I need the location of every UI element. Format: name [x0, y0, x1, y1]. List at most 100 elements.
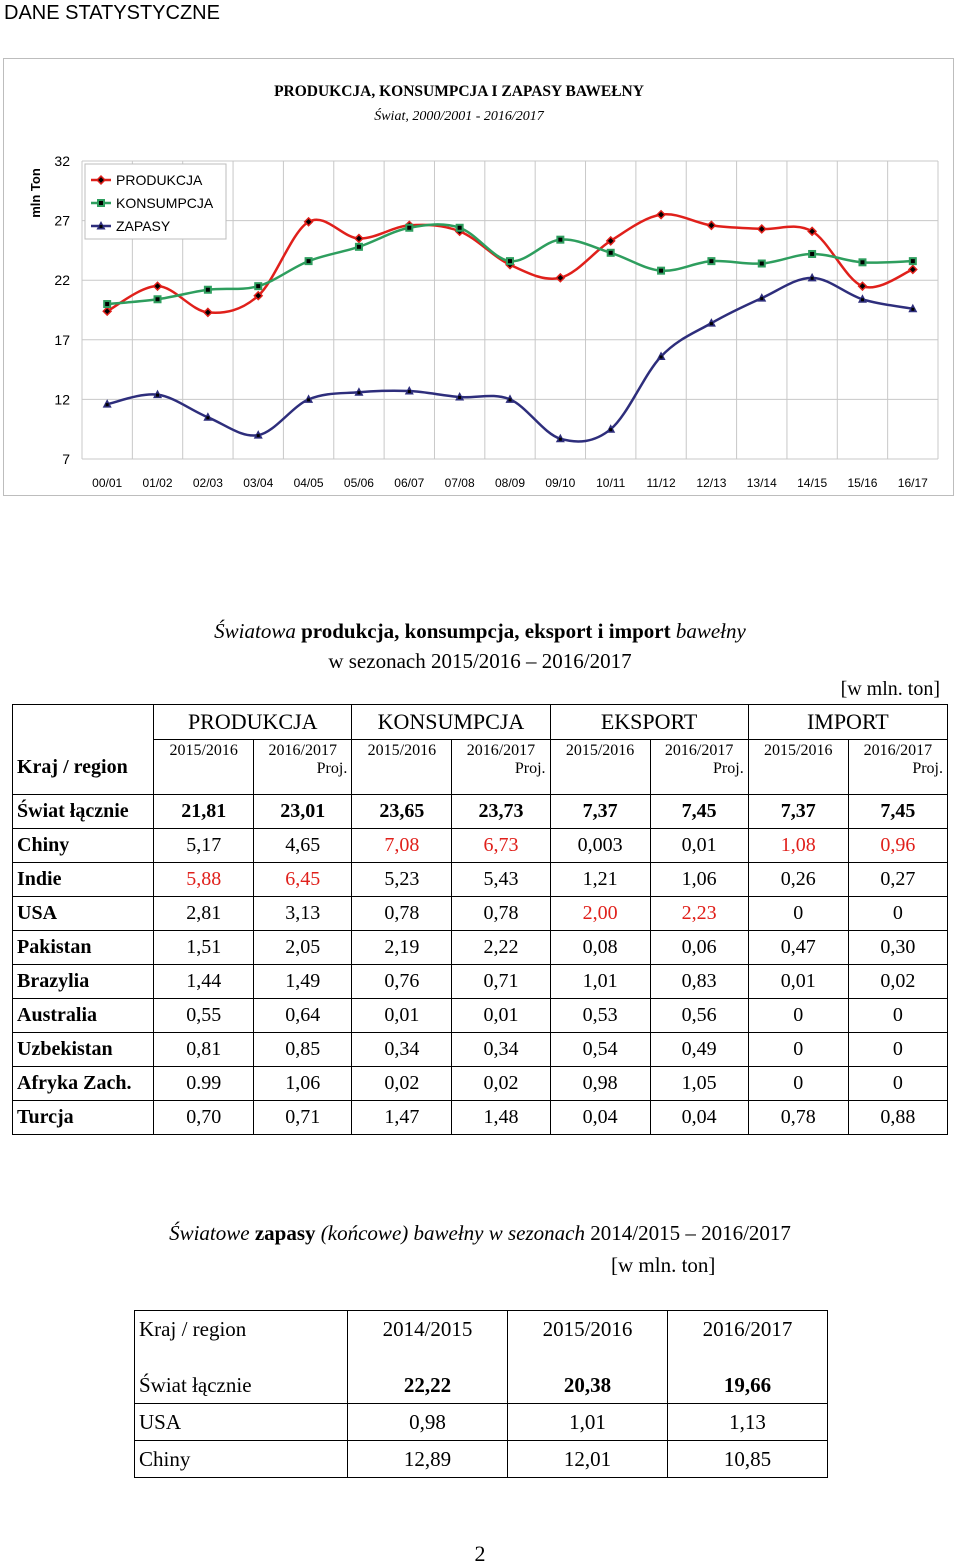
table-cell: 0,71 — [451, 964, 551, 999]
table-cell: 7,37 — [549, 794, 651, 829]
table-cell: 0,34 — [351, 1032, 453, 1067]
legend-label: ZAPASY — [116, 218, 171, 234]
table-cell: 23,73 — [451, 794, 551, 829]
region-name: Uzbekistan — [11, 1032, 155, 1067]
table-cell: 1,01 — [507, 1403, 668, 1441]
season-header: 2015/2016 — [549, 739, 651, 795]
table-cell: 0 — [847, 1066, 949, 1101]
point-konsumpcja-core — [558, 237, 563, 242]
point-produkcja-core — [104, 308, 111, 315]
legend-marker-core — [99, 225, 103, 228]
x-tick-label: 01/02 — [143, 476, 173, 490]
region-name: USA — [134, 1403, 348, 1441]
table-cell: 1,51 — [153, 930, 255, 965]
table-cell: 5,88 — [153, 862, 255, 897]
table-cell: 1,01 — [549, 964, 651, 999]
projection-label: Proj. — [514, 760, 546, 777]
region-name: Pakistan — [11, 930, 155, 965]
projection-label: Proj. — [316, 760, 348, 777]
table-cell: 0,98 — [347, 1403, 508, 1441]
table-cell: 0,26 — [747, 862, 849, 897]
point-produkcja-core — [859, 283, 866, 289]
table-cell: 0,78 — [351, 896, 453, 931]
chart-legend: PRODUKCJA KONSUMPCJA ZAPASY — [84, 163, 227, 240]
table-cell: 1,13 — [667, 1403, 828, 1441]
table2-stocks: Kraj / region 2014/2015 2015/2016 2016/2017… — [134, 1310, 828, 1478]
table-cell: 0 — [747, 1066, 849, 1101]
table-cell: 0 — [747, 1032, 849, 1067]
table2-title-part-3: (końcowe) bawełny w sezonach — [315, 1221, 585, 1245]
table-cell: 1,44 — [153, 964, 255, 999]
table-cell: 1,06 — [649, 862, 749, 897]
column-header: Kraj / region — [134, 1310, 348, 1347]
page-number: 2 — [474, 1541, 486, 1566]
table-cell: 19,66 — [667, 1367, 828, 1404]
x-tick-label: 10/11 — [596, 476, 625, 490]
point-konsumpcja-core — [910, 259, 915, 264]
point-konsumpcja-core — [256, 284, 261, 289]
chart-panel: PRODUKCJA, KONSUMPCJA I ZAPASY BAWEŁNY Ś… — [3, 58, 954, 496]
y-tick-label: 22 — [54, 272, 70, 288]
point-konsumpcja-core — [659, 268, 664, 273]
table-cell: 0,54 — [549, 1032, 651, 1067]
x-tick-label: 13/14 — [747, 476, 777, 490]
group-header-produkcja: PRODUKCJA — [153, 704, 353, 740]
point-konsumpcja-core — [759, 261, 764, 266]
projection-label: Proj. — [912, 760, 943, 777]
table-cell: 0 — [747, 998, 849, 1033]
x-tick-label: 15/16 — [847, 476, 877, 490]
point-konsumpcja-core — [860, 260, 865, 265]
point-zapasy-core — [407, 390, 411, 394]
point-zapasy-core — [709, 322, 713, 326]
table-cell: 2,23 — [649, 896, 749, 931]
table1-title: Światowa produkcja, konsumpcja, eksport … — [0, 617, 960, 645]
table-cell: 0,81 — [153, 1032, 255, 1067]
table2-spacer-row — [134, 1347, 828, 1367]
table-cell: 0,02 — [451, 1066, 551, 1101]
table-cell: 0 — [847, 1032, 949, 1067]
region-name: Brazylia — [11, 964, 155, 999]
table-cell: 0,27 — [847, 862, 949, 897]
table-cell: 0,64 — [253, 998, 353, 1033]
table-cell: 20,38 — [507, 1367, 668, 1404]
table2-header-row: Kraj / region 2014/2015 2015/2016 2016/2017 — [134, 1310, 828, 1347]
point-produkcja-core — [356, 235, 362, 242]
table-row: Świat łącznie 22,22 20,38 19,66 — [134, 1367, 828, 1404]
table-cell: 0,30 — [847, 930, 949, 965]
series-lines — [102, 209, 918, 443]
x-tick-label: 02/03 — [193, 476, 223, 490]
group-header-import: IMPORT — [747, 704, 949, 740]
season-label: 2015/2016 — [367, 742, 437, 759]
point-konsumpcja-core — [457, 225, 462, 230]
season-label: 2016/2017 — [268, 742, 337, 759]
table-row: Chiny 12,89 12,01 10,85 — [134, 1440, 828, 1478]
point-konsumpcja-core — [709, 259, 714, 264]
spacer-cell — [347, 1347, 508, 1367]
column-header: 2015/2016 — [507, 1310, 668, 1347]
table-cell: 0.99 — [153, 1066, 255, 1101]
table-cell: 0,56 — [649, 998, 749, 1033]
table-cell: 22,22 — [347, 1367, 508, 1404]
group-header-eksport: EKSPORT — [549, 704, 749, 740]
table-cell: 0,003 — [549, 828, 651, 863]
table-row: Uzbekistan 0,81 0,85 0,34 0,34 0,54 0,49 0 0 — [11, 1032, 949, 1067]
table-cell: 0,96 — [847, 828, 949, 863]
table-cell: 7,08 — [351, 828, 453, 863]
y-tick-label: 32 — [54, 153, 70, 169]
season-label: 2015/2016 — [764, 742, 833, 759]
spacer-cell — [134, 1347, 348, 1367]
table-cell: 6,73 — [451, 828, 551, 863]
season-header-projection: 2016/2017 Proj. — [649, 739, 749, 795]
table1-corner — [11, 704, 155, 740]
chart-title: PRODUKCJA, KONSUMPCJA I ZAPASY BAWEŁNY — [274, 83, 644, 100]
point-zapasy-core — [256, 434, 260, 438]
table1-title-part-3: bawełny — [675, 619, 746, 643]
table-cell: 0,85 — [253, 1032, 353, 1067]
point-zapasy-core — [860, 298, 864, 302]
table-cell: 3,13 — [253, 896, 353, 931]
table-cell: 0,78 — [451, 896, 551, 931]
table-cell: 0,01 — [747, 964, 849, 999]
table2-unit: [w mln. ton] — [611, 1253, 716, 1277]
column-header: 2014/2015 — [347, 1310, 508, 1347]
x-tick-label: 03/04 — [243, 476, 273, 490]
